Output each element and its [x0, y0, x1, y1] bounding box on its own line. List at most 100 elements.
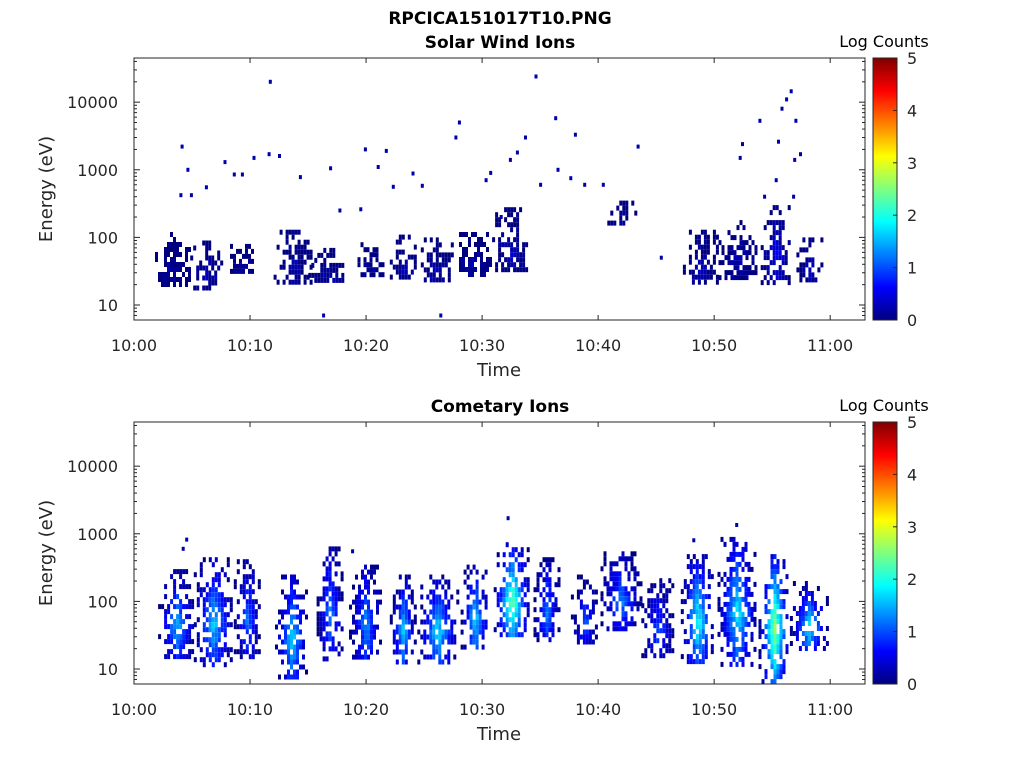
cell: [398, 624, 402, 630]
cell: [361, 654, 364, 660]
cell: [804, 586, 808, 591]
cell: [615, 571, 619, 577]
cell: [381, 272, 385, 278]
cell: [807, 601, 811, 606]
axes-solar-wind: 10:00 10:10 10:20 10:30 10:40 10:50 11:0010100…: [67, 57, 866, 355]
cell: [471, 267, 474, 272]
cell: [615, 586, 619, 592]
cell: [787, 240, 791, 246]
cell: [161, 272, 164, 277]
cell: [668, 633, 672, 639]
cell: [463, 619, 467, 625]
cell: [775, 245, 779, 251]
cell: [744, 616, 748, 622]
cell: [627, 601, 631, 607]
cell: [481, 644, 485, 650]
cell: [591, 599, 595, 605]
scatter-point: [384, 148, 388, 153]
panel-cometary-ions: Cometary Ions 10:00 10:10 10:20 10:30 10:40 1…: [36, 396, 929, 745]
cell: [211, 265, 215, 271]
cell: [588, 639, 592, 645]
cell: [296, 674, 299, 680]
scatter-point: [189, 193, 193, 198]
cell: [161, 282, 164, 287]
colorbar-tick-label: 2: [907, 206, 917, 225]
cell: [211, 592, 215, 598]
cell: [248, 584, 252, 590]
cell: [733, 265, 737, 271]
cell: [683, 584, 687, 590]
cell: [413, 639, 417, 645]
cell: [329, 247, 333, 253]
x-tick-label: 10:50: [691, 700, 737, 719]
cell: [689, 579, 693, 585]
cell: [453, 634, 457, 640]
cell: [603, 581, 607, 587]
cell: [522, 257, 526, 263]
cell: [585, 629, 589, 635]
cell: [695, 574, 699, 580]
cell: [707, 604, 711, 610]
cell: [179, 654, 183, 660]
cell: [615, 626, 619, 632]
y-tick-label: 100: [87, 592, 118, 611]
cell: [257, 584, 261, 590]
cell: [692, 649, 696, 655]
cell: [370, 574, 373, 580]
cell: [423, 619, 427, 625]
cell: [738, 586, 742, 592]
cell: [328, 636, 332, 642]
cell: [554, 602, 558, 608]
scatter-point: [583, 182, 587, 187]
cell: [784, 250, 788, 256]
cell: [594, 589, 598, 595]
cell: [554, 597, 558, 603]
cell: [358, 604, 361, 610]
cell: [727, 230, 731, 236]
cell: [720, 576, 724, 582]
cell: [176, 604, 180, 610]
cell: [164, 614, 168, 620]
cell: [695, 604, 699, 610]
cell: [738, 626, 742, 632]
cell: [622, 210, 626, 216]
cell: [466, 584, 470, 590]
cell: [450, 594, 454, 600]
cell: [334, 551, 338, 557]
cell: [606, 586, 610, 592]
cell: [508, 602, 512, 608]
cell: [469, 609, 473, 615]
cell: [816, 586, 820, 591]
cell: [337, 561, 341, 567]
cell: [735, 661, 739, 667]
cell: [712, 269, 716, 275]
cell: [278, 649, 281, 655]
cell: [717, 571, 721, 577]
cell: [229, 597, 233, 603]
cell: [352, 619, 355, 625]
cell: [208, 255, 212, 261]
cell: [729, 631, 733, 637]
burst-6: [389, 234, 417, 280]
cell: [199, 260, 203, 266]
cell: [680, 654, 684, 660]
cell: [747, 591, 751, 597]
burst-9: [493, 542, 530, 638]
cell: [701, 604, 705, 610]
cell: [475, 624, 479, 630]
cell: [188, 624, 192, 630]
cell: [294, 264, 298, 270]
cell: [579, 589, 583, 595]
cell: [319, 631, 323, 637]
cell: [773, 664, 777, 670]
cell: [284, 634, 287, 640]
cell: [787, 205, 791, 211]
cell: [395, 254, 399, 260]
cell: [401, 274, 405, 280]
cell: [248, 268, 251, 274]
cell: [404, 274, 408, 280]
cell: [360, 242, 364, 248]
cell: [770, 639, 774, 645]
scatter-point: [376, 165, 380, 169]
cell: [680, 599, 684, 605]
